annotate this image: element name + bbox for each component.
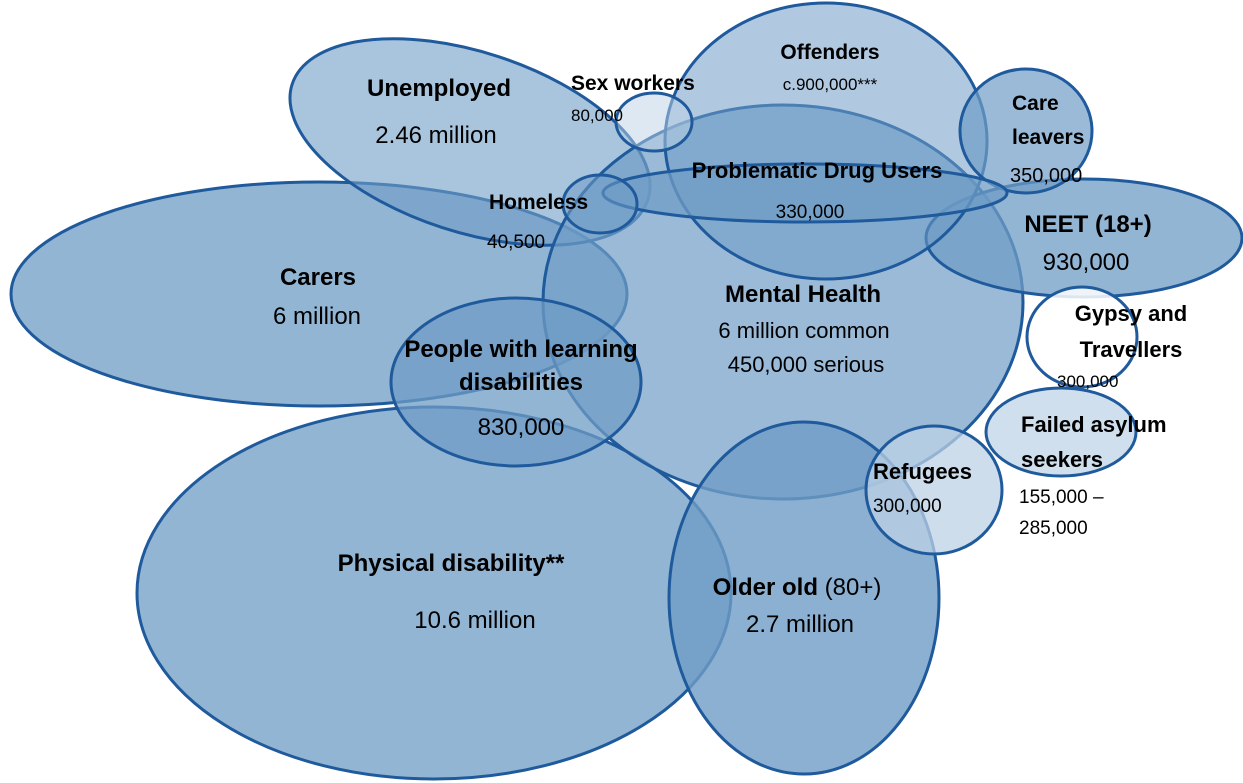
neet-name: NEET (18+) (1024, 211, 1151, 238)
problematic-drug-users-name: Problematic Drug Users (692, 158, 943, 183)
offenders-value: c.900,000*** (783, 75, 878, 94)
refugees-ellipse (864, 424, 1004, 556)
physical-disability-value: 10.6 million (414, 607, 535, 634)
refugees-name: Refugees (873, 459, 972, 484)
sex-workers-name: Sex workers (571, 72, 695, 95)
care-leavers-name-line2: leavers (1012, 126, 1084, 149)
homeless-value: 40,500 (487, 232, 545, 253)
care-leavers-name-line1: Care (1012, 92, 1059, 115)
failed-asylum-seekers-value-line2: 285,000 (1019, 518, 1088, 539)
care-leavers-value: 350,000 (1010, 165, 1082, 187)
failed-asylum-seekers-name-line2: seekers (1021, 447, 1103, 472)
gypsy-travellers-name-line2: Travellers (1080, 337, 1183, 362)
refugees-value: 300,000 (873, 496, 942, 517)
older-old-name-suffix: (80+) (818, 574, 881, 601)
gypsy-travellers-value: 300,000 (1057, 372, 1118, 391)
learning-disabilities-name-line2: disabilities (459, 369, 583, 396)
failed-asylum-seekers-name-line1: Failed asylum (1021, 412, 1167, 437)
older-old-name: Older old (80+) (713, 574, 882, 601)
unemployed-value: 2.46 million (375, 122, 496, 149)
older-old-value: 2.7 million (746, 611, 854, 638)
unemployed-name: Unemployed (367, 75, 511, 102)
learning-disabilities-value: 830,000 (478, 414, 565, 441)
offenders-name: Offenders (780, 41, 879, 64)
mental-health-name: Mental Health (725, 281, 881, 308)
sex-workers-value: 80,000 (571, 106, 623, 125)
gypsy-travellers-name-line1: Gypsy and (1075, 301, 1187, 326)
homeless-name: Homeless (489, 191, 588, 214)
gypsy-travellers-ellipse (1025, 285, 1139, 389)
failed-asylum-seekers-value-line1: 155,000 – (1019, 487, 1104, 508)
mental-health-value-serious: 450,000 serious (728, 352, 885, 377)
carers-value: 6 million (273, 303, 361, 330)
homeless-ellipse (561, 173, 639, 235)
carers-name: Carers (280, 264, 356, 291)
care-leavers-ellipse (958, 67, 1094, 195)
physical-disability-name: Physical disability** (338, 550, 565, 577)
older-old-name-bold: Older old (713, 574, 818, 601)
problematic-drug-users-value: 330,000 (776, 202, 845, 223)
sex-workers-ellipse (614, 91, 694, 153)
mental-health-value-common: 6 million common (718, 318, 889, 343)
learning-disabilities-name-line1: People with learning (404, 336, 637, 363)
neet-value: 930,000 (1043, 249, 1130, 276)
learning-disabilities-ellipse (389, 296, 643, 468)
failed-asylum-seekers-ellipse (984, 386, 1138, 478)
